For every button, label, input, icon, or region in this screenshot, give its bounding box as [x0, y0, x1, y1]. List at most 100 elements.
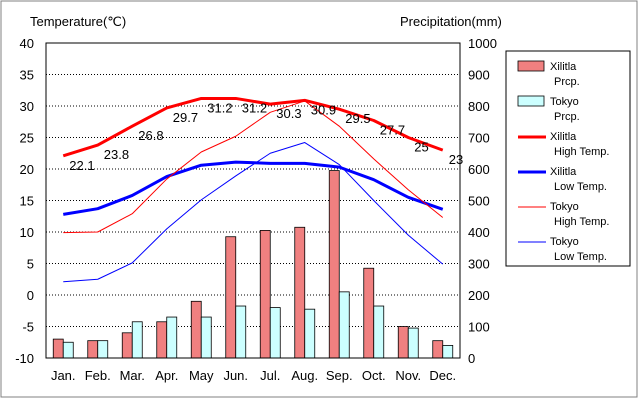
precipitation-bar: [407, 327, 419, 359]
y-tick-label: -5: [22, 320, 34, 335]
y-tick-label: 35: [20, 68, 34, 83]
precipitation-bar: [225, 236, 237, 359]
x-tick-label: Dec.: [429, 368, 456, 383]
data-label: 31.2: [207, 100, 232, 115]
precipitation-bar: [363, 267, 375, 359]
y2-tick-label: 100: [468, 320, 490, 335]
temperature-line: [63, 142, 444, 283]
data-label: 25: [414, 140, 428, 155]
temperature-line: [63, 100, 444, 234]
y-tick-label: 5: [27, 257, 34, 272]
legend-swatch: [517, 95, 545, 107]
precipitation-bar: [259, 230, 271, 359]
y2-tick-label: 900: [468, 68, 490, 83]
data-label: 22.1: [69, 158, 94, 173]
precipitation-bar: [328, 170, 340, 359]
data-label: 27.7: [380, 122, 405, 137]
x-tick-label: Mar.: [120, 368, 145, 383]
x-tick-label: Feb.: [85, 368, 111, 383]
precipitation-bar: [338, 291, 350, 359]
y2-tick-label: 500: [468, 194, 490, 209]
precipitation-bar: [397, 326, 409, 359]
legend-label: Prcp.: [554, 111, 580, 123]
legend: Xilitla Prcp. Tokyo Prcp. Xilitla High Temp. X…: [505, 50, 631, 267]
y-tick-label: 25: [20, 131, 34, 146]
y2-tick-label: 400: [468, 225, 490, 240]
y-tick-label: -10: [15, 351, 34, 366]
plot-border: [45, 42, 461, 359]
data-label: 23.8: [104, 147, 129, 162]
x-tick-label: May: [189, 368, 214, 383]
y2-tick-label: 1000: [468, 36, 497, 51]
y-tick-label: 15: [20, 194, 34, 209]
temperature-lines: [62, 96, 444, 283]
x-tick-label: Jan.: [51, 368, 76, 383]
precipitation-bar: [166, 316, 178, 359]
x-tick-label: Nov.: [395, 368, 421, 383]
precipitation-bar: [235, 305, 247, 359]
legend-box: [505, 50, 631, 267]
axis-ticks: 4035302520151050-5-101000900800700600500…: [15, 36, 497, 383]
x-tick-label: Jul.: [260, 368, 280, 383]
temperature-line: [62, 96, 444, 158]
legend-label: Low Temp.: [554, 251, 607, 263]
data-label: 23: [449, 152, 463, 167]
x-tick-label: Sep.: [326, 368, 353, 383]
data-label: 30.9: [311, 102, 336, 117]
precipitation-bar: [294, 226, 306, 359]
legend-label: Xilitla: [550, 131, 577, 143]
legend-label: Tokyo: [550, 201, 579, 213]
y2-tick-label: 700: [468, 131, 490, 146]
y-axis-label: Temperature(℃): [30, 14, 126, 29]
legend-label: High Temp.: [554, 146, 609, 158]
precipitation-bar: [121, 332, 133, 359]
precipitation-bar: [200, 316, 212, 359]
precipitation-bar: [432, 340, 444, 359]
gridlines: [46, 74, 460, 327]
precipitation-bar: [97, 340, 109, 359]
precipitation-bar: [62, 341, 74, 359]
legend-label: Xilitla: [550, 61, 577, 73]
legend-label: Tokyo: [550, 236, 579, 248]
precipitation-bars: [52, 170, 454, 359]
precipitation-bar: [373, 305, 385, 359]
x-tick-label: Apr.: [155, 368, 178, 383]
y-tick-label: 30: [20, 99, 34, 114]
y-tick-label: 40: [20, 36, 34, 51]
legend-label: Tokyo: [550, 96, 579, 108]
precipitation-bar: [156, 321, 168, 359]
precipitation-bar: [269, 307, 281, 359]
y2-tick-label: 600: [468, 162, 490, 177]
x-tick-label: Jun.: [223, 368, 248, 383]
precipitation-bar: [190, 300, 202, 359]
data-label: 31.2: [242, 100, 267, 115]
x-tick-label: Oct.: [362, 368, 386, 383]
y2-axis-label: Precipitation(mm): [400, 14, 502, 29]
legend-label: Low Temp.: [554, 181, 607, 193]
y2-tick-label: 800: [468, 99, 490, 114]
legend-swatch: [517, 60, 545, 72]
legend-label: Prcp.: [554, 76, 580, 88]
precipitation-bar: [304, 308, 316, 359]
y-tick-label: 20: [20, 162, 34, 177]
y-tick-label: 10: [20, 225, 34, 240]
data-labels: 22.1 23.8 26.8 29.7 31.2 31.2 30.3 30.9 29.5 27.7…: [69, 100, 463, 172]
y2-tick-label: 200: [468, 288, 490, 303]
y2-tick-label: 300: [468, 257, 490, 272]
y2-tick-label: 0: [468, 351, 475, 366]
precipitation-bar: [442, 344, 454, 359]
legend-label: High Temp.: [554, 216, 609, 228]
data-label: 26.8: [138, 128, 163, 143]
precipitation-bar: [131, 321, 143, 359]
precipitation-bar: [52, 338, 64, 359]
data-label: 29.5: [345, 111, 370, 126]
temperature-line: [63, 160, 444, 216]
plot-area-border: [45, 42, 461, 359]
precipitation-bar: [87, 340, 99, 359]
data-label: 29.7: [173, 110, 198, 125]
data-label: 30.3: [276, 106, 301, 121]
y-tick-label: 0: [27, 288, 34, 303]
x-tick-label: Aug.: [291, 368, 318, 383]
